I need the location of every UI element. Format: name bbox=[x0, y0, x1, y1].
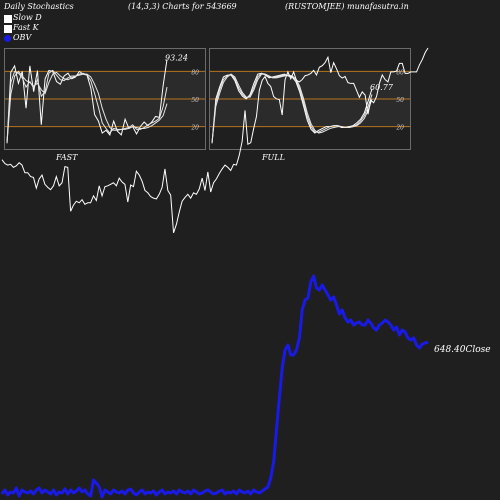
full-stochastic-chart: 80 50 20 60.77 bbox=[210, 69, 410, 144]
fast-last-value-label: 93.24 bbox=[165, 53, 188, 62]
fast-stochastic-panel: 80 50 20 93.24 bbox=[4, 48, 206, 150]
full-panel-label: FULL bbox=[262, 153, 285, 162]
header-title-right: (RUSTOMJEE) munafasutra.in bbox=[285, 2, 409, 11]
obv-line bbox=[0, 274, 429, 499]
fast-tick-label: 80 bbox=[191, 69, 199, 76]
fast-tick-label: 20 bbox=[190, 125, 199, 132]
legend-item-obv: OBV bbox=[4, 33, 84, 43]
legend-label-obv: OBV bbox=[13, 33, 32, 42]
full-last-value-label: 60.77 bbox=[370, 83, 394, 92]
fast-tick-label: 50 bbox=[191, 97, 199, 104]
legend-item-fast-k: Fast K bbox=[4, 23, 84, 33]
full-tick-label: 20 bbox=[395, 125, 404, 132]
legend-swatch-obv bbox=[4, 35, 11, 42]
close-last-value-label: 648.40Close bbox=[434, 345, 491, 355]
full-tick-label: 50 bbox=[396, 97, 404, 104]
fast-series-line-2 bbox=[6, 70, 168, 144]
header-title-middle: (14,3,3) Charts for 543669 bbox=[128, 2, 237, 11]
legend-label-fast-k: Fast K bbox=[13, 23, 39, 32]
fast-stochastic-chart: 80 50 20 93.24 bbox=[5, 53, 205, 144]
close-price-line bbox=[1, 47, 429, 233]
legend-swatch-fast-k bbox=[4, 25, 12, 33]
legend-item-slow-d: Slow D bbox=[4, 13, 84, 23]
full-tick-label: 80 bbox=[396, 69, 404, 76]
legend-swatch-slow-d bbox=[4, 15, 12, 23]
fast-panel-label: FAST bbox=[56, 153, 78, 162]
header-title-left: Daily Stochastics bbox=[4, 2, 74, 11]
fast-series-line-1 bbox=[6, 69, 168, 144]
legend-label-slow-d: Slow D bbox=[13, 13, 42, 22]
